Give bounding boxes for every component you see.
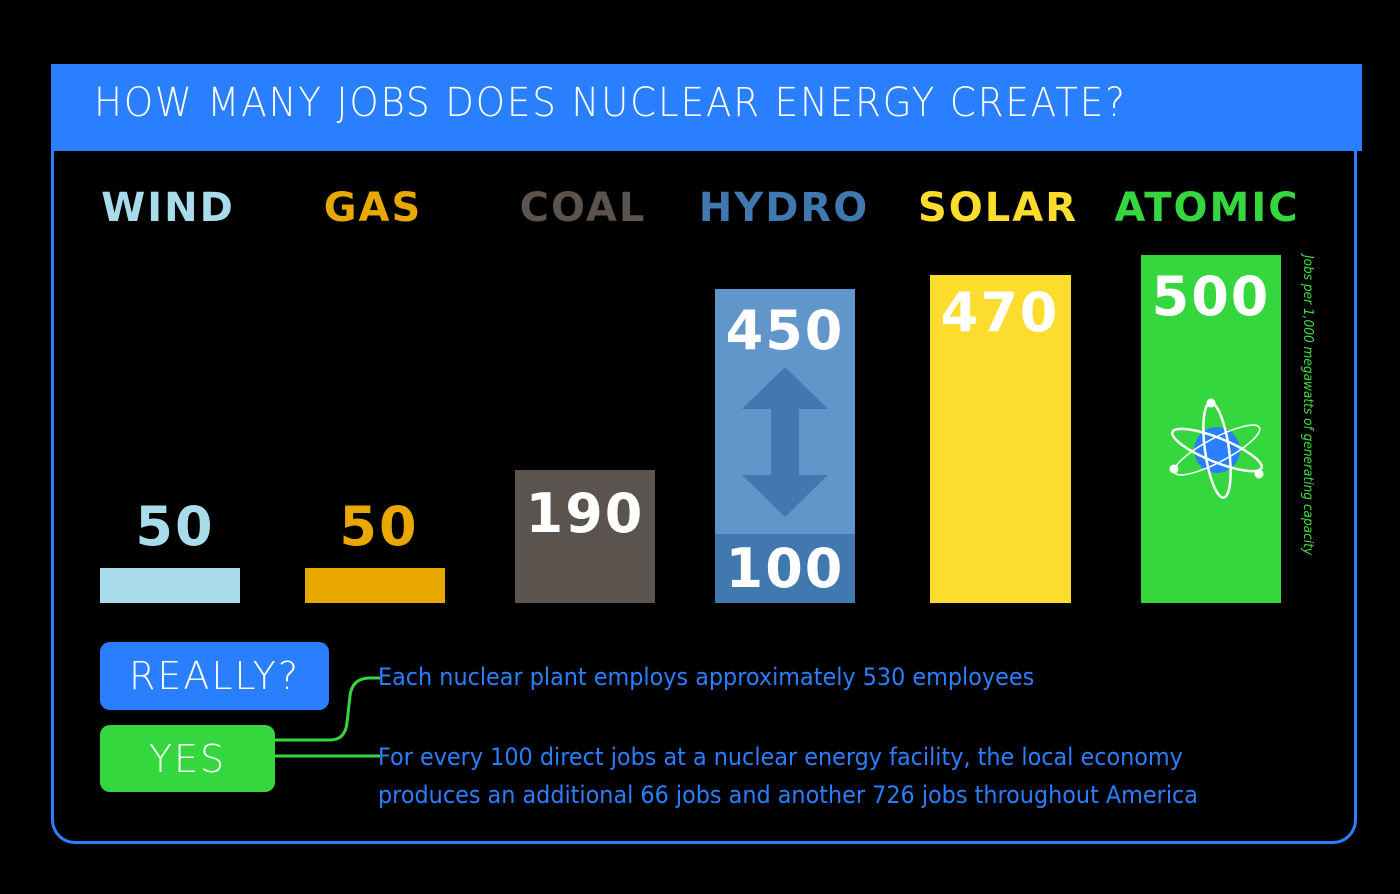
value-wind: 50 (135, 495, 215, 558)
value-atomic: 500 (1151, 265, 1271, 328)
label-atomic: ATOMIC (1114, 185, 1300, 231)
value-hydro-low: 100 (725, 537, 845, 600)
title-banner: HOW MANY JOBS DOES NUCLEAR ENERGY CREATE… (51, 64, 1362, 151)
label-gas: GAS (323, 185, 423, 231)
value-gas: 50 (339, 495, 419, 558)
bar-wind (100, 568, 240, 603)
range-arrow-icon (742, 367, 828, 517)
label-hydro: HYDRO (698, 185, 870, 231)
bar-gas (305, 568, 445, 603)
chart-title: HOW MANY JOBS DOES NUCLEAR ENERGY CREATE… (94, 80, 1127, 126)
note-economy-line2: produces an additional 66 jobs and anoth… (378, 781, 1198, 809)
bar-hydro-low: 100 (715, 534, 855, 603)
note-plant-employees: Each nuclear plant employs approximately… (378, 663, 1035, 691)
value-solar: 470 (940, 281, 1060, 344)
yes-button[interactable]: YES (100, 725, 275, 792)
value-hydro-high: 450 (725, 299, 845, 362)
atom-icon (1169, 398, 1264, 499)
value-coal: 190 (525, 482, 645, 545)
note-economy-line1: For every 100 direct jobs at a nuclear e… (378, 743, 1183, 771)
bar-coal: 190 (515, 470, 655, 603)
label-coal: COAL (519, 185, 647, 231)
chart-frame (51, 64, 1357, 844)
bar-solar: 470 (930, 275, 1071, 603)
label-wind: WIND (101, 185, 235, 231)
connector-lines (275, 676, 380, 758)
bar-atomic: 500 (1141, 255, 1281, 603)
y-axis-label: Jobs per 1,000 megawatts of generating c… (1300, 255, 1316, 556)
bar-hydro-range: 450 100 (715, 289, 855, 603)
label-solar: SOLAR (917, 185, 1079, 231)
really-button[interactable]: REALLY? (100, 642, 329, 710)
